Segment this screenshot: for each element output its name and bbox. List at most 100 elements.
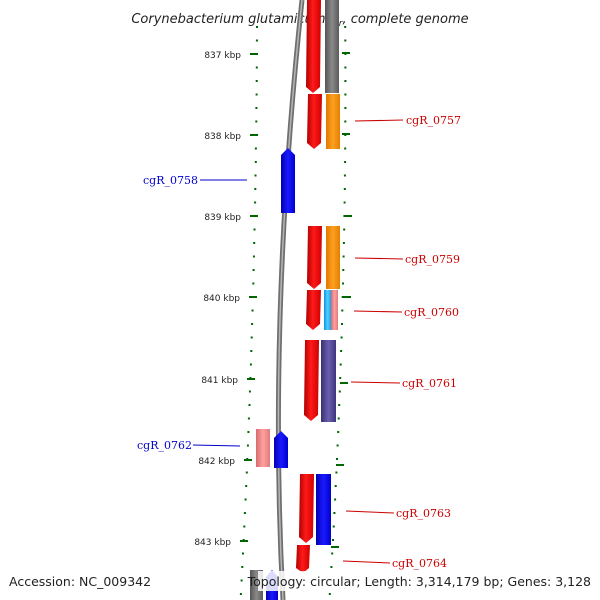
track-dot: [247, 417, 250, 420]
genome-backbone-highlight: [277, 0, 303, 600]
track-dot: [252, 255, 255, 258]
track-dot: [243, 525, 246, 528]
track-dot: [340, 336, 343, 339]
track-dot: [344, 120, 347, 123]
track-dot: [342, 255, 345, 258]
track-dot: [251, 309, 254, 312]
track-dot: [247, 431, 250, 433]
track-dot: [344, 107, 347, 109]
topology-text: Topology: circular; Length: 3,314,179 bp…: [247, 574, 591, 589]
forward-cds-cgR_0763[interactable]: [299, 474, 314, 543]
cog-block-cgR_0757[interactable]: [326, 94, 340, 149]
reverse-cds-cgR_0762[interactable]: [274, 431, 288, 468]
gene-label-cgR_0757[interactable]: cgR_0757: [406, 114, 461, 127]
track-dot: [344, 161, 347, 163]
leader-cgR_0760: [353, 310, 403, 313]
forward-cds[interactable]: [306, 0, 321, 93]
scale-label: 841 kbp: [201, 376, 238, 386]
track-dot: [341, 323, 343, 325]
reverse-cog-cgR_0762[interactable]: [256, 429, 270, 467]
gene-label-cgR_0760[interactable]: cgR_0760: [404, 306, 459, 319]
scale-ticks: [240, 52, 352, 548]
leader-cgR_0764: [342, 560, 391, 564]
leader-cgR_0757: [354, 119, 404, 122]
gene-label-cgR_0758[interactable]: cgR_0758: [143, 174, 198, 187]
track-dot: [254, 161, 257, 163]
forward-cds-cgR_0759[interactable]: [307, 226, 322, 289]
track-dot: [243, 512, 246, 514]
track-dot: [250, 336, 253, 339]
forward-cds-cgR_0764[interactable]: [296, 545, 310, 573]
cog-track: [316, 0, 340, 545]
track-dot: [332, 525, 335, 528]
track-dot: [343, 188, 346, 190]
cog-block[interactable]: [325, 0, 339, 93]
cog-block-cgR_0760-a[interactable]: [324, 290, 331, 330]
track-dot: [240, 579, 243, 582]
track-dot: [338, 404, 341, 406]
track-dot: [344, 66, 347, 69]
inner-dotted-track: [239, 26, 258, 595]
track-dot: [343, 174, 346, 177]
track-dot: [341, 296, 344, 298]
track-dot: [344, 80, 347, 82]
track-dot: [255, 66, 258, 69]
cog-block-cgR_0763[interactable]: [316, 474, 331, 545]
forward-cds-cgR_0760[interactable]: [306, 290, 321, 330]
gene-label-cgR_0764[interactable]: cgR_0764: [392, 557, 447, 570]
track-dot: [245, 471, 248, 474]
gene-label-cgR_0763[interactable]: cgR_0763: [396, 507, 451, 520]
track-dot: [254, 201, 257, 204]
track-dot: [248, 390, 251, 393]
leader-cgR_0761: [350, 381, 401, 384]
track-dot: [332, 539, 334, 541]
track-dot: [334, 485, 337, 487]
track-dot: [251, 323, 254, 325]
track-dot: [250, 350, 253, 352]
cog-block-cgR_0759[interactable]: [326, 226, 340, 289]
gene-label-cgR_0762[interactable]: cgR_0762: [137, 439, 192, 452]
track-dot: [344, 39, 347, 42]
track-dot: [333, 512, 336, 514]
reverse-cds-cgR_0758[interactable]: [281, 148, 295, 213]
forward-cds-cgR_0761[interactable]: [304, 340, 319, 421]
track-dot: [245, 485, 248, 487]
track-dot: [255, 120, 258, 123]
track-dot: [334, 498, 337, 501]
track-dot: [252, 269, 255, 271]
label-leaders: [192, 119, 404, 564]
forward-cds-track: [296, 0, 322, 573]
leader-cgR_0759: [354, 257, 404, 260]
track-dot: [256, 26, 258, 28]
track-dot: [255, 39, 258, 42]
track-dot: [339, 363, 342, 366]
track-dot: [344, 26, 347, 28]
track-dot: [341, 309, 344, 312]
track-dot: [340, 350, 343, 352]
outer-dotted-track: [328, 26, 347, 595]
scale-label: 839 kbp: [204, 213, 241, 223]
track-dot: [343, 228, 346, 231]
forward-cds-cgR_0757[interactable]: [307, 94, 322, 149]
track-dot: [336, 444, 339, 447]
gene-label-cgR_0759[interactable]: cgR_0759: [405, 253, 460, 266]
footer-backing-left: [4, 571, 146, 591]
track-dot: [344, 93, 347, 96]
track-dot: [254, 147, 257, 150]
track-dot: [336, 458, 338, 460]
cog-block-cgR_0761[interactable]: [321, 340, 336, 422]
track-dot: [331, 552, 334, 555]
scale-label: 838 kbp: [204, 132, 241, 142]
genome-title: Corynebacterium glutamicum Rr, complete …: [131, 12, 468, 29]
track-dot: [241, 566, 244, 568]
track-dot: [338, 390, 341, 393]
track-dot: [244, 498, 247, 501]
track-dot: [337, 417, 340, 420]
track-dot: [254, 188, 257, 190]
gene-labels: cgR_0757 cgR_0758 cgR_0759 cgR_0760 cgR_…: [137, 114, 461, 570]
gene-label-cgR_0761[interactable]: cgR_0761: [402, 377, 457, 390]
track-dot: [330, 566, 333, 568]
cog-block-cgR_0760-b[interactable]: [331, 290, 338, 330]
track-dot: [242, 552, 244, 555]
